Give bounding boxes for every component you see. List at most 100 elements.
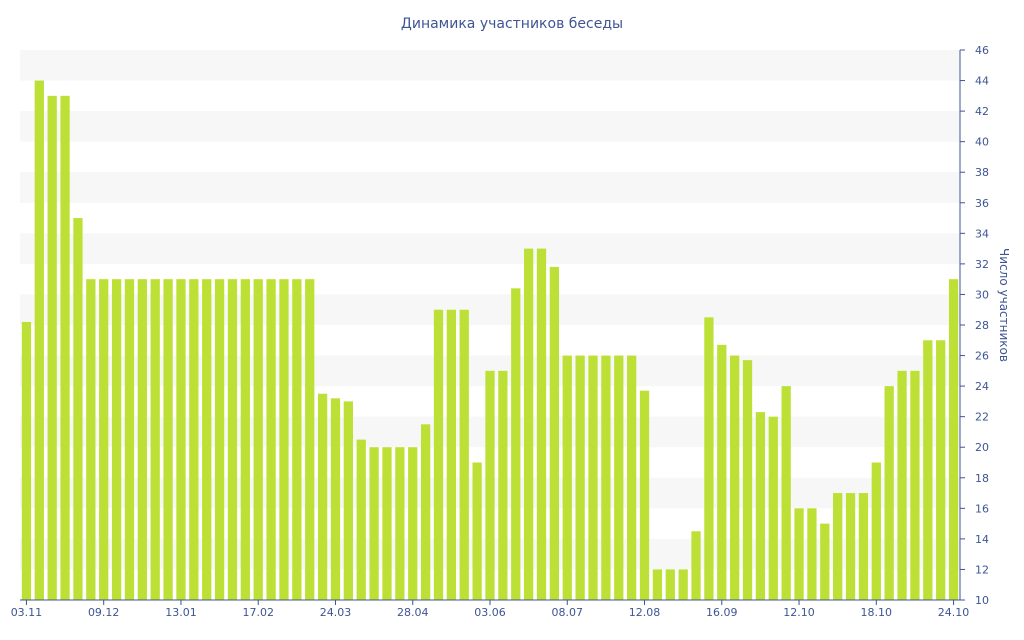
bar <box>948 279 959 600</box>
bar <box>755 412 766 600</box>
bar <box>871 462 881 600</box>
bar <box>858 493 869 600</box>
y-tick-label: 34 <box>975 227 989 240</box>
y-tick-label: 30 <box>975 288 989 301</box>
x-tick-label: 03.06 <box>474 606 506 619</box>
x-tick-label: 16.09 <box>706 606 738 619</box>
grid-band <box>20 233 960 264</box>
bar <box>317 393 328 600</box>
bar <box>459 309 469 600</box>
x-tick-label: 08.07 <box>552 606 584 619</box>
bar <box>305 279 315 600</box>
bar <box>60 95 70 600</box>
bar <box>420 424 431 600</box>
bar <box>807 508 817 600</box>
bar <box>369 447 379 600</box>
y-axis-label: Число участников <box>997 248 1011 362</box>
x-tick-label: 12.10 <box>783 606 815 619</box>
y-tick-label: 14 <box>975 533 989 546</box>
x-tick-label: 12.08 <box>629 606 661 619</box>
bar <box>202 279 212 600</box>
bar <box>627 355 637 600</box>
y-tick-label: 24 <box>975 380 989 393</box>
bar <box>742 360 753 600</box>
y-tick-label: 46 <box>975 44 989 57</box>
y-tick-label: 10 <box>975 594 989 607</box>
bar <box>639 390 650 600</box>
y-tick-label: 32 <box>975 258 989 271</box>
bar <box>845 493 856 600</box>
y-tick-label: 22 <box>975 411 989 424</box>
bar <box>21 321 32 600</box>
x-tick-label: 24.03 <box>320 606 352 619</box>
bar <box>446 309 456 600</box>
bar <box>253 279 263 600</box>
bar <box>163 279 173 600</box>
y-tick-label: 18 <box>975 472 989 485</box>
y-tick-label: 36 <box>975 197 989 210</box>
bar <box>614 355 624 600</box>
bar <box>485 370 495 600</box>
bar <box>214 279 225 600</box>
y-tick-label: 40 <box>975 136 989 149</box>
bar <box>511 288 521 600</box>
bars <box>21 80 959 601</box>
bar <box>794 508 804 600</box>
bar <box>923 340 933 600</box>
bar <box>47 95 57 600</box>
bar <box>111 279 122 600</box>
bar <box>498 370 508 600</box>
x-ticks: 03.11 09.12 13.01 17.02 24.03 28.04 03.06 08.07… <box>11 600 970 619</box>
bar <box>549 266 560 600</box>
bar <box>768 416 778 600</box>
bar <box>408 447 418 600</box>
x-tick-label: 24.10 <box>938 606 970 619</box>
bar <box>665 569 675 600</box>
bar <box>34 80 44 600</box>
x-tick-label: 09.12 <box>88 606 120 619</box>
bar <box>691 531 701 600</box>
bar <box>99 279 109 600</box>
bar <box>936 340 946 600</box>
chart-title: Динамика участников беседы <box>401 16 623 32</box>
bar <box>73 218 83 600</box>
bar <box>472 462 482 600</box>
bar <box>124 279 135 600</box>
grid-band <box>20 111 960 142</box>
y-tick-label: 38 <box>975 166 989 179</box>
bar <box>652 569 663 600</box>
y-ticks: 10 12 14 16 18 20 22 24 26 28 30 32 34 36 38 40 42 44 46 <box>960 44 989 607</box>
x-tick-label: 28.04 <box>397 606 429 619</box>
grid-band <box>20 294 960 325</box>
bar <box>833 493 843 600</box>
y-tick-label: 26 <box>975 350 989 363</box>
bar <box>266 279 276 600</box>
y-tick-label: 44 <box>975 75 989 88</box>
bar <box>523 248 534 601</box>
bar <box>395 447 405 600</box>
bar <box>433 309 444 600</box>
bar <box>292 279 302 600</box>
grid-band <box>20 50 960 81</box>
y-tick-label: 28 <box>975 319 989 332</box>
x-tick-label: 13.01 <box>165 606 197 619</box>
bar <box>382 447 392 600</box>
bar <box>717 344 727 600</box>
bar <box>897 370 907 600</box>
bar <box>343 401 353 600</box>
bar <box>330 398 341 600</box>
bar <box>562 355 572 600</box>
bar <box>189 279 199 600</box>
bar <box>150 279 160 600</box>
x-tick-label: 03.11 <box>11 606 43 619</box>
bar <box>86 279 96 600</box>
bar <box>279 279 289 600</box>
x-tick-label: 17.02 <box>242 606 274 619</box>
grid-band <box>20 172 960 203</box>
bar <box>356 439 366 600</box>
y-tick-label: 20 <box>975 441 989 454</box>
bar <box>678 569 688 600</box>
bar <box>240 279 250 600</box>
